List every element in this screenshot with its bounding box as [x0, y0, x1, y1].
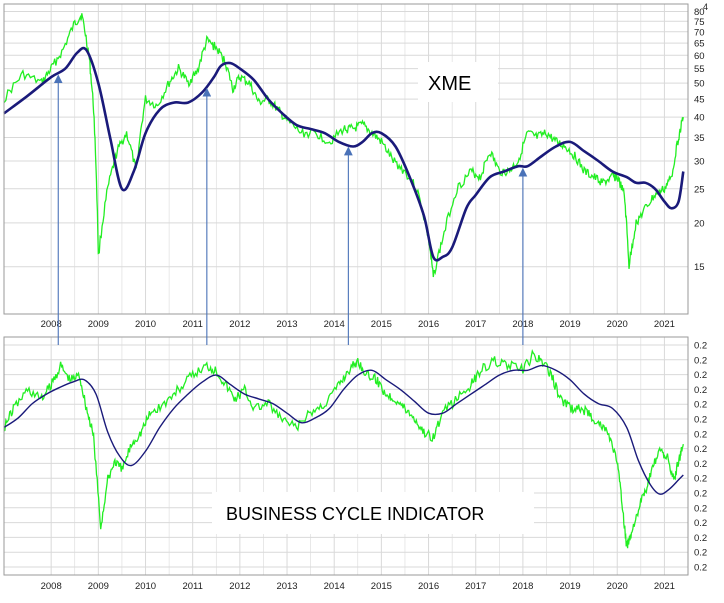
- xme-label-box: [418, 62, 498, 102]
- bottom-y-tick-label: 0.2: [694, 444, 707, 455]
- arrow-annotations: [53, 74, 528, 345]
- top-x-tick-label: 2017: [465, 319, 486, 330]
- bottom-y-tick-label: 0.2: [694, 489, 707, 500]
- bottom-y-tick-label: 0.2: [694, 563, 707, 574]
- bottom-x-tick-label: 2017: [465, 581, 486, 592]
- bottom-y-tick-label: 0.2: [694, 474, 707, 485]
- top-y-tick-label: 50: [694, 79, 705, 90]
- bottom-x-tick-label: 2009: [88, 581, 109, 592]
- bottom-y-tick-label: 0.2: [694, 533, 707, 544]
- bottom-y-tick-label: 0.2: [694, 370, 707, 381]
- bottom-x-tick-label: 2012: [229, 581, 250, 592]
- xme-moving-average-line: [3, 46, 685, 262]
- bottom-x-tick-label: 2013: [276, 581, 297, 592]
- top-y-tick-label: 40: [694, 113, 705, 124]
- top-y-tick-label: 65: [694, 39, 705, 50]
- top-y-tick-label: 45: [694, 95, 705, 106]
- top-x-tick-label: 2012: [229, 319, 250, 330]
- top-x-tick-label: 2008: [41, 319, 62, 330]
- bottom-panel-series: [3, 349, 684, 549]
- top-panel-axis: 2008 2009 2010 2011 2012 2013 2014 2015 2016 2017…: [3, 2, 708, 330]
- top-panel-frame: [3, 3, 689, 315]
- bottom-y-tick-label: 0.2: [694, 548, 707, 559]
- top-x-tick-label: 2009: [88, 319, 109, 330]
- top-y-tick-label: 55: [694, 64, 705, 75]
- top-x-tick-label: 2016: [418, 319, 439, 330]
- bottom-x-tick-label: 2021: [654, 581, 675, 592]
- bottom-x-tick-label: 2014: [324, 581, 345, 592]
- bottom-y-tick-label: 0.2: [694, 503, 707, 514]
- top-y-tick-label: 15: [694, 262, 705, 273]
- bottom-x-tick-label: 2015: [371, 581, 392, 592]
- top-y-tick-label: 30: [694, 157, 705, 168]
- bottom-y-tick-label: 0.2: [694, 459, 707, 470]
- xme-price-line: [3, 13, 684, 278]
- bottom-x-tick-label: 2008: [41, 581, 62, 592]
- bottom-y-tick-label: 0.2: [694, 518, 707, 529]
- top-x-tick-label: 2011: [182, 319, 202, 330]
- bottom-y-tick-label: 0.2: [694, 355, 707, 366]
- bottom-y-tick-label: 0.2: [694, 429, 707, 440]
- bci-label-box: [212, 492, 534, 534]
- top-y-tick-label: 70: [694, 27, 705, 38]
- top-x-tick-label: 2015: [371, 319, 392, 330]
- bottom-x-tick-label: 2018: [512, 581, 533, 592]
- bottom-x-tick-label: 2016: [418, 581, 439, 592]
- bottom-y-tick-label: 0.2: [694, 400, 707, 411]
- bottom-y-tick-label: 0.2: [694, 385, 707, 396]
- top-x-tick-label: 2019: [559, 319, 580, 330]
- top-y-tick-label: 80: [694, 7, 705, 18]
- bottom-y-tick-label: 0.2: [694, 415, 707, 426]
- top-y-tick-label: 60: [694, 51, 705, 62]
- bottom-y-tick-label: 0.2: [694, 341, 707, 352]
- top-y-tick-label: 20: [694, 218, 705, 229]
- bci-moving-average-line: [3, 364, 684, 495]
- top-y-tick-label: 25: [694, 184, 705, 195]
- top-y-tick-label: 35: [694, 133, 705, 144]
- bci-indicator-line: [3, 349, 684, 549]
- top-y-tick-label-cut: 4: [703, 2, 708, 12]
- top-x-tick-label: 2014: [324, 319, 345, 330]
- bottom-panel-frame: [3, 336, 689, 576]
- top-x-tick-label: 2013: [276, 319, 297, 330]
- top-x-tick-label: 2021: [654, 319, 675, 330]
- top-panel-series: [3, 13, 685, 278]
- bottom-x-tick-label: 2020: [607, 581, 628, 592]
- bottom-x-tick-label: 2011: [182, 581, 202, 592]
- bottom-panel-axis: 2008 2009 2010 2011 2012 2013 2014 2015 2016 2017…: [3, 336, 707, 592]
- bottom-x-tick-label: 2010: [135, 581, 156, 592]
- bci-label: BUSINESS CYCLE INDICATOR: [226, 504, 484, 524]
- top-panel-grid: [4, 4, 688, 314]
- bottom-x-tick-label: 2019: [559, 581, 580, 592]
- top-x-tick-label: 2020: [607, 319, 628, 330]
- top-y-tick-label: 75: [694, 17, 705, 28]
- top-x-tick-label: 2010: [135, 319, 156, 330]
- xme-label: XME: [428, 73, 471, 95]
